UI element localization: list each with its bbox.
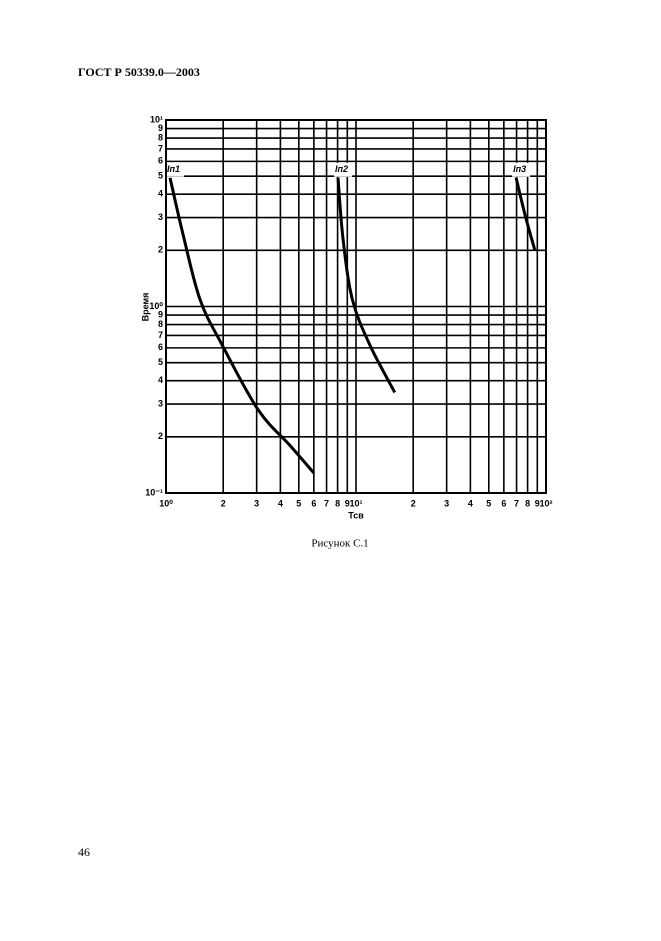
y-tick-label: 2 xyxy=(158,245,163,255)
plot-frame xyxy=(165,119,547,494)
curve-label: Iп1 xyxy=(167,164,180,174)
y-tick-label: 3 xyxy=(158,212,163,222)
y-tick-label: 10¹ xyxy=(150,114,163,124)
x-tick-label: 2 xyxy=(411,498,416,508)
x-tick-label: 8 xyxy=(525,498,530,508)
y-tick-label: 6 xyxy=(158,156,163,166)
y-tick-label: 8 xyxy=(158,319,163,329)
curve xyxy=(514,177,537,250)
y-tick-label: 9 xyxy=(158,123,163,133)
y-tick-label: 6 xyxy=(158,342,163,352)
curve-label-box xyxy=(166,162,185,177)
curve-label-box xyxy=(333,162,352,177)
x-tick-label: 9 xyxy=(535,498,540,508)
curve-label-box xyxy=(512,162,531,177)
x-tick-label: 4 xyxy=(468,498,473,508)
x-tick-label: 10¹ xyxy=(349,498,362,508)
x-tick-label: 9 xyxy=(345,498,350,508)
y-tick-label: 7 xyxy=(158,330,163,340)
y-tick-label: 8 xyxy=(158,132,163,142)
y-tick-label: 5 xyxy=(158,357,163,367)
y-tick-label: 7 xyxy=(158,143,163,153)
header-title: ГОСТ Р 50339.0—2003 xyxy=(78,65,200,79)
x-tick-label: 7 xyxy=(514,498,519,508)
x-tick-label: 5 xyxy=(486,498,491,508)
x-tick-label: 5 xyxy=(296,498,301,508)
x-axis-label: Тсв xyxy=(348,510,364,520)
page-number: 46 xyxy=(78,845,90,859)
curve xyxy=(336,177,397,394)
caption: Рисунок С.1 xyxy=(311,538,368,550)
x-tick-label: 6 xyxy=(311,498,316,508)
x-tick-label: 3 xyxy=(254,498,259,508)
x-tick-label: 6 xyxy=(501,498,506,508)
y-tick-label: 10⁰ xyxy=(149,301,163,311)
x-tick-label: 7 xyxy=(324,498,329,508)
x-tick-label: 4 xyxy=(278,498,283,508)
x-tick-label: 10² xyxy=(539,498,552,508)
curve-label: Iп2 xyxy=(335,164,348,174)
y-tick-label: 4 xyxy=(158,189,163,199)
y-tick-label: 2 xyxy=(158,431,163,441)
y-tick-label: 4 xyxy=(158,375,163,385)
curve-label: Iп3 xyxy=(513,164,526,174)
x-tick-label: 8 xyxy=(335,498,340,508)
y-axis-label: Время xyxy=(140,293,150,322)
x-tick-label: 3 xyxy=(444,498,449,508)
curve xyxy=(168,177,315,474)
x-tick-label: 2 xyxy=(221,498,226,508)
y-tick-label: 5 xyxy=(158,171,163,181)
y-tick-label: 3 xyxy=(158,398,163,408)
x-tick-label: 10⁰ xyxy=(159,498,173,508)
y-tick-label: 10⁻¹ xyxy=(145,487,163,497)
y-tick-label: 9 xyxy=(158,309,163,319)
